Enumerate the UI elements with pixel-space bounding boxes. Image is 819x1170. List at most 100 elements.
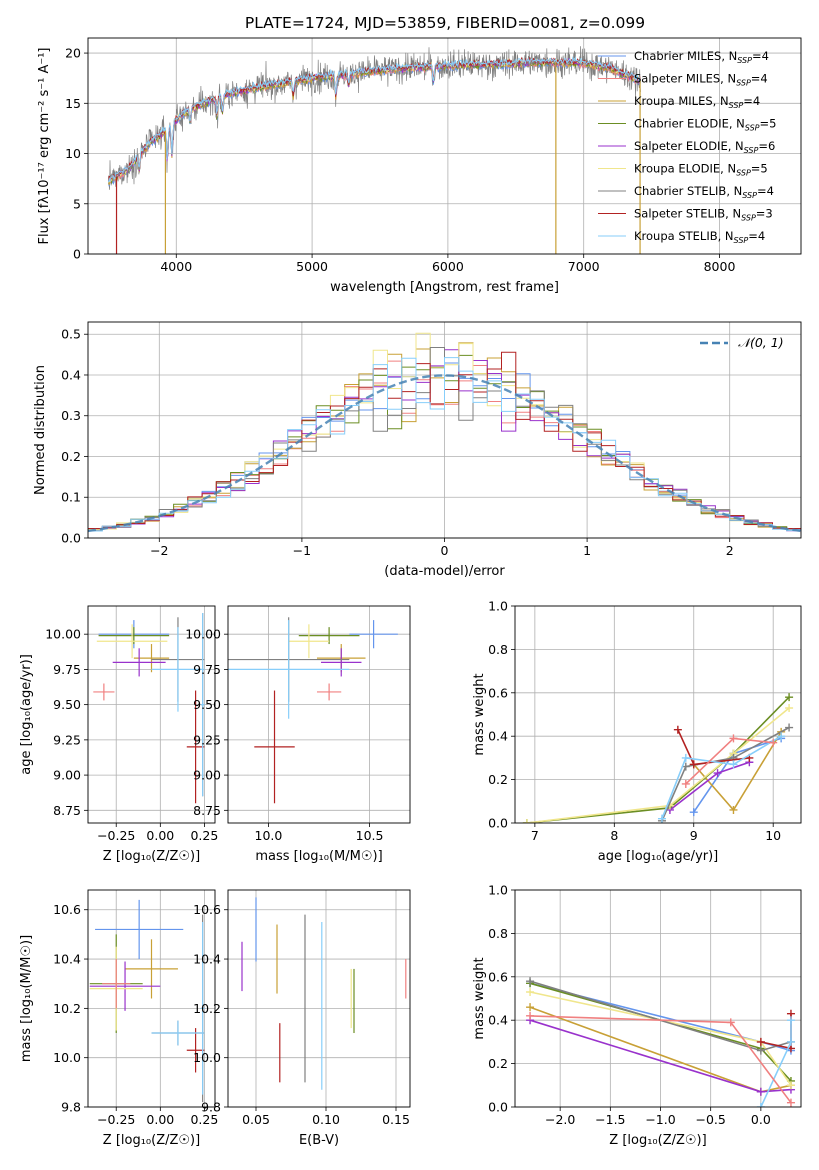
weight-marker [526, 987, 535, 996]
legend-label: 𝒩(0, 1) [738, 335, 784, 350]
model-spectrum-kroupa_miles [107, 59, 641, 186]
x-tick-label: 0.10 [312, 1112, 340, 1127]
weight-marker [786, 1037, 795, 1046]
x-tick-label: 0.05 [242, 1112, 270, 1127]
x-tick-label: 4000 [160, 259, 192, 274]
weight-marker [673, 725, 682, 734]
x-tick-label: −2 [150, 543, 168, 558]
axes-frame [227, 889, 411, 1108]
weight-line-kroupa_stelib [661, 735, 782, 819]
weight-line-salpeter_stelib [677, 729, 750, 766]
x-axis-label: mass [log₁₀(M/M☉)] [255, 849, 382, 864]
y-tick-label: 9.00 [193, 768, 221, 783]
legend-label: Chabrier STELIB, NSSP=4 [634, 184, 774, 200]
y-tick-label: 10.2 [193, 1001, 221, 1016]
panel-spectrum: 4000 5000 6000 7000 8000 0 5 10 15 20 wavelength [… [37, 37, 802, 295]
x-axis-label: (data-model)/error [384, 564, 505, 579]
y-axis-label: age [log₁₀(age/yr)] [19, 654, 34, 775]
plot-area-spectrum [107, 46, 641, 254]
x-axis-label: E(B-V) [299, 1133, 339, 1148]
axes-frame [514, 889, 802, 1108]
panel-residuals: −2 −1 0 1 2 0.0 0.1 0.2 0.3 0.4 0.5 (data-model)/er… [33, 321, 802, 579]
weight-marker [729, 805, 738, 814]
model-spectrum-kroupa_stelib [107, 56, 641, 183]
weight-marker [526, 1011, 535, 1020]
x-tick-label: −1 [293, 543, 311, 558]
y-tick-label: 10 [65, 146, 81, 161]
weight-marker [713, 769, 722, 778]
x-tick-label: 5000 [296, 259, 328, 274]
x-axis-label: Z [log₁₀(Z/Z☉)] [103, 1133, 200, 1148]
plot-area-age_vs_Z [93, 613, 205, 804]
x-tick-label: 10.5 [356, 828, 384, 843]
y-tick-label: 0.3 [61, 408, 81, 423]
y-tick-label: 9.75 [193, 662, 221, 677]
weight-marker [785, 693, 794, 702]
y-tick-label: 0.2 [488, 1056, 508, 1071]
y-tick-label: 0 [73, 247, 81, 262]
x-tick-label: 8 [610, 828, 618, 843]
panel-mass_vs_ebv: 0.05 0.10 0.15 9.8 10.0 10.2 10.4 10.6 E(B-V) [193, 889, 411, 1148]
legend-label: Kroupa STELIB, NSSP=4 [634, 229, 765, 245]
weight-marker [526, 977, 535, 986]
y-tick-label: 9.25 [193, 732, 221, 747]
weight-line-kroupa_elodie [526, 707, 790, 823]
y-tick-label: 0.4 [488, 1013, 508, 1028]
weight-marker [522, 819, 531, 823]
weight-marker [786, 1098, 795, 1107]
grid-weight_vs_age [515, 605, 801, 824]
x-axis-label: Z [log₁₀(Z/Z☉)] [103, 849, 200, 864]
x-tick-label: 9 [690, 828, 698, 843]
plot-area-weight_vs_Z [526, 977, 795, 1107]
weight-marker [681, 753, 690, 762]
legend-label: Salpeter STELIB, NSSP=3 [634, 207, 773, 223]
y-tick-label: 9.75 [53, 662, 81, 677]
model-spectrum-chabrier_elodie [108, 58, 641, 185]
legend-label: Kroupa MILES, NSSP=4 [634, 94, 760, 110]
axes-frame [87, 321, 802, 539]
y-axis-label: mass weight [472, 673, 487, 755]
x-tick-label: 0.15 [382, 1112, 410, 1127]
panel-age_vs_mass: 10.0 10.5 8.75 9.00 9.25 9.50 9.75 10.00 mass [l… [185, 605, 411, 864]
y-tick-label: 0.4 [61, 367, 81, 382]
spectrum-legend: Chabrier MILES, NSSP=4 Salpeter MILES, NS… [598, 49, 776, 245]
panel-mass_vs_Z: −0.25 0.00 0.259.810.010.210.410.6Z [log₁₀… [19, 889, 218, 1148]
weight-marker [526, 1003, 535, 1012]
weight-marker [785, 703, 794, 712]
y-tick-label: 0.6 [488, 685, 508, 700]
y-tick-label: 20 [65, 46, 81, 61]
weight-marker [769, 738, 778, 747]
weight-marker [681, 779, 690, 788]
axes-frame [87, 37, 802, 255]
y-axis-label: Flux [fλ10⁻¹⁷ erg cm⁻² s⁻¹ A⁻¹] [37, 48, 52, 245]
model-spectrum-salpeter_elodie [107, 57, 641, 183]
y-tick-label: 10.00 [185, 627, 221, 642]
plot-area-weight_vs_age [522, 693, 794, 823]
y-tick-label: 10.6 [53, 902, 81, 917]
y-tick-label: 9.8 [61, 1100, 81, 1115]
panel-age_vs_Z: −0.25 0.00 0.25 8.75 9.00 9.25 9.50 9.75 10.00 Z … [19, 605, 218, 864]
y-tick-label: 9.8 [201, 1100, 221, 1115]
y-tick-label: 10.00 [45, 627, 81, 642]
x-tick-label: 0.0 [751, 1112, 771, 1127]
legend-label: Kroupa ELODIE, NSSP=5 [634, 162, 768, 178]
weight-marker [756, 1103, 765, 1107]
y-tick-label: 0.2 [61, 449, 81, 464]
x-tick-label: −2.0 [545, 1112, 575, 1127]
x-tick-label: 10.0 [255, 828, 283, 843]
x-tick-label: −0.25 [97, 1112, 135, 1127]
model-spectrum-salpeter_miles [107, 59, 641, 184]
y-tick-label: 10.4 [53, 952, 81, 967]
legend-label: Chabrier ELODIE, NSSP=5 [634, 117, 776, 133]
y-tick-label: 10.0 [53, 1050, 81, 1065]
legend-label: Salpeter ELODIE, NSSP=6 [634, 139, 775, 155]
y-tick-label: 0.8 [488, 642, 508, 657]
y-tick-label: 10.4 [193, 952, 221, 967]
x-tick-label: −1.5 [595, 1112, 625, 1127]
y-tick-label: 8.75 [53, 803, 81, 818]
x-tick-label: 1 [583, 543, 591, 558]
y-tick-label: 5 [73, 196, 81, 211]
x-tick-label: 8000 [704, 259, 736, 274]
